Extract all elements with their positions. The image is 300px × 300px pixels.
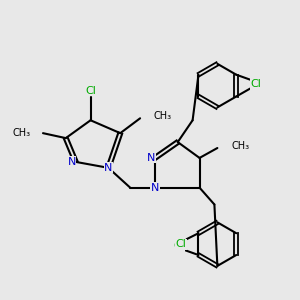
Text: N: N: [151, 183, 159, 193]
Text: N: N: [147, 153, 155, 163]
Text: CH₃: CH₃: [231, 141, 249, 151]
Text: N: N: [68, 157, 76, 167]
Text: CH₃: CH₃: [154, 111, 172, 121]
Text: Cl: Cl: [175, 239, 186, 249]
Text: Cl: Cl: [173, 241, 184, 251]
Text: Cl: Cl: [85, 85, 96, 96]
Text: CH₃: CH₃: [13, 128, 31, 138]
Text: N: N: [104, 163, 112, 173]
Text: Cl: Cl: [250, 80, 262, 90]
Text: Cl: Cl: [250, 79, 262, 88]
